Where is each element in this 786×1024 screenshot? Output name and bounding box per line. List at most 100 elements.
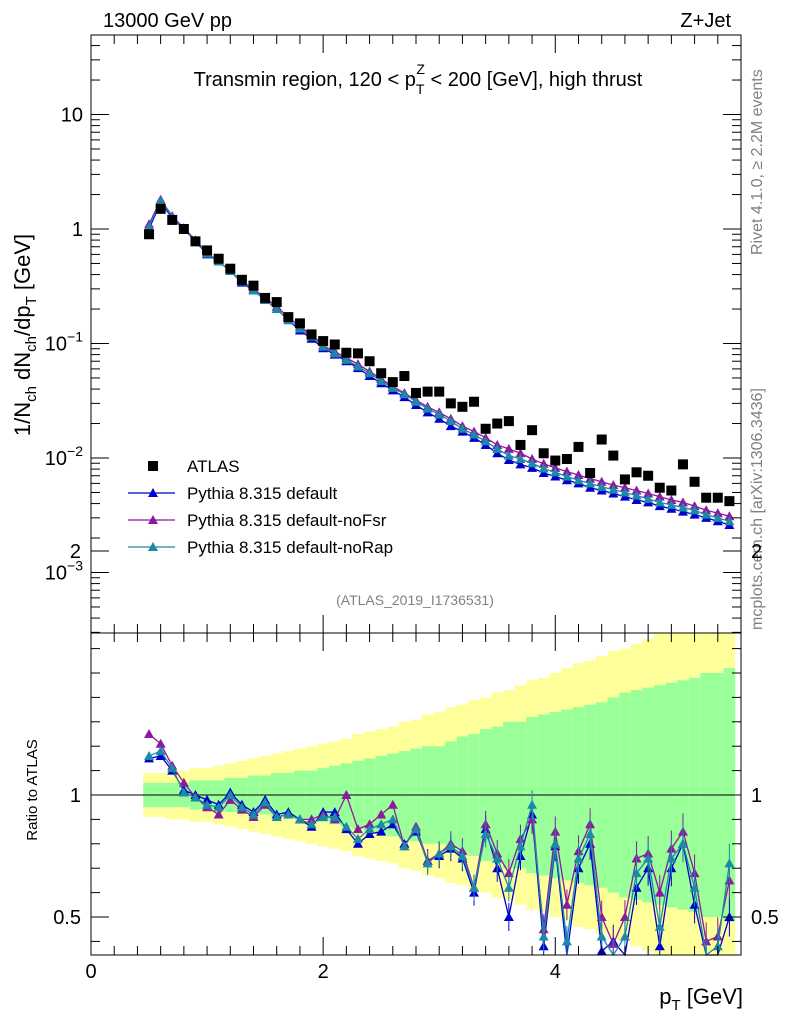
ratio-y-tick-label-right: 2 [751,541,762,563]
atlas-data-point [364,356,375,367]
main-series-point [619,482,630,492]
atlas-data-point [677,459,688,470]
ratio-series-point [492,853,503,863]
atlas-data-point [271,297,282,308]
ratio-series-point [619,912,630,921]
main-series-point [619,487,630,497]
atlas-data-point [283,312,294,323]
atlas-data-point [666,485,677,496]
legend-marker [148,515,158,524]
legend-label: Pythia 8.315 default-noFsr [187,511,387,530]
ratio-series-point [654,887,665,897]
atlas-data-point [387,377,398,388]
atlas-data-point [492,418,503,429]
ratio-series-point [724,858,735,868]
atlas-data-point [515,439,526,450]
ratio-series-point [573,853,584,863]
main-series-point [550,467,561,477]
main-series-point [155,196,166,206]
atlas-data-point [643,470,654,481]
main-series-point [538,458,549,468]
ratio-series-point [596,931,607,941]
legend-label: Pythia 8.315 default-noRap [187,538,393,557]
main-series-point [341,354,352,364]
atlas-data-point [654,482,665,493]
main-series-point [561,471,572,481]
ratio-series-point [422,858,433,868]
ratio-series-point [434,848,445,858]
header-right: Z+Jet [680,10,731,32]
ratio-series-point [318,811,329,821]
main-series-point [271,304,282,314]
ratio-series-point [306,814,317,824]
ratio-series-point [167,763,178,773]
x-tick-label: 0 [85,961,96,983]
main-series-point [387,382,398,392]
main-series-point [724,516,735,526]
atlas-data-point [480,423,491,434]
ratio-series-point [202,794,213,804]
main-series-point [515,448,526,458]
ratio-series-point [213,802,224,812]
main-series-point [144,221,155,231]
ratio-series-point [503,912,514,921]
ratio-series-point [631,868,642,878]
main-series-point [492,443,503,453]
main-series-line [148,201,730,526]
ratio-series-point [236,802,247,812]
ratio-series-point [202,799,213,809]
main-series-point [538,463,549,473]
atlas-data-point [701,492,712,503]
main-series-point [329,348,340,358]
ratio-series-point [283,809,294,819]
ratio-series-point [178,777,189,787]
atlas-data-point [376,368,387,379]
main-series-point [445,416,456,426]
main-series-point [399,389,410,399]
ratio-series-point [144,729,155,738]
main-series-point [573,470,584,480]
ratio-axis-ticks: 0.5 0.5 1 1 2 2 0 2 4 [53,541,779,983]
ratio-series-point [144,750,155,760]
ratio-series-point [387,814,398,824]
ratio-series-point [654,941,665,951]
main-series-point [666,494,677,504]
ratio-series-point [654,921,665,931]
ratio-series-point [550,838,561,848]
x-tick-label: 4 [550,961,561,983]
main-y-tick-label: 10−2 [45,443,83,470]
ratio-series-point [561,936,572,946]
atlas-data-point [318,336,329,347]
atlas-data-point [585,467,596,478]
main-series-point [712,512,723,522]
atlas-data-point [202,245,213,256]
atlas-data-point [294,318,305,329]
main-series-point [666,499,677,509]
main-y-axis-label: 1/Nch dNch/dpT [GeV] [10,234,40,436]
ratio-series-point [469,882,480,892]
atlas-data-point [190,236,201,247]
legend: ATLAS Pythia 8.315 default Pythia 8.315 de… [128,457,393,557]
atlas-data-point [329,339,340,350]
main-series-point [411,396,421,406]
main-y-tick-label: 1 [72,219,83,241]
main-series-point [712,508,723,518]
main-series-point [561,466,572,476]
ratio-series-point [178,787,189,797]
legend-label: Pythia 8.315 default [187,484,338,503]
atlas-data-point [341,347,352,358]
legend-marker [148,488,158,497]
ratio-series-point [561,899,572,909]
main-series-point [573,475,584,485]
ratio-series-point [411,824,421,834]
main-series-point [457,423,468,433]
ratio-series-point [155,750,166,760]
ratio-series-point [155,738,166,748]
legend-marker-atlas [148,461,158,471]
ratio-series-point [248,809,259,819]
plot-title: Transmin region, 120 < pTZ < 200 [GeV], … [194,61,643,97]
ratio-series-point [352,838,363,848]
ratio-y-tick-label-left: 0.5 [53,907,81,929]
ratio-series-point [352,833,363,843]
